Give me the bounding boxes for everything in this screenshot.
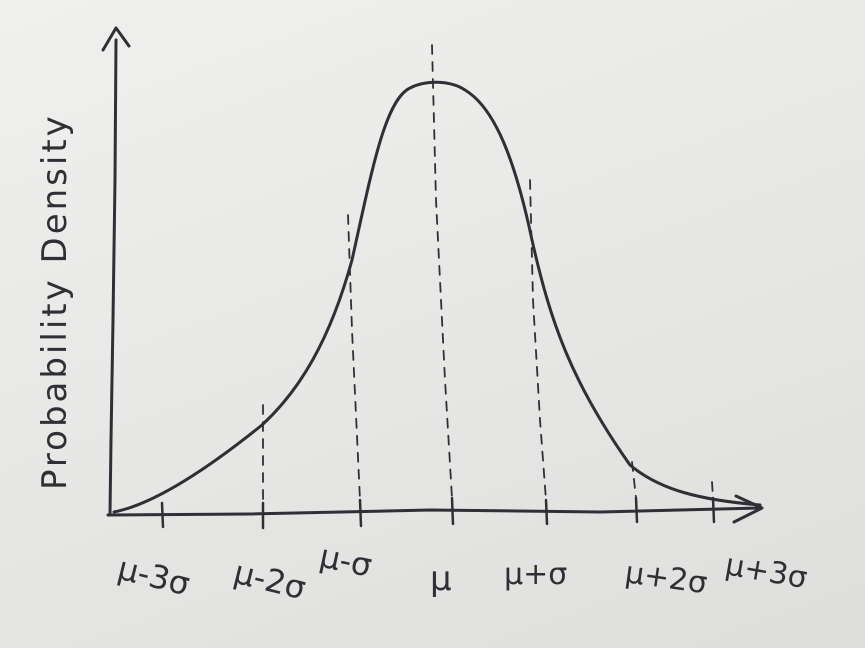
tick-mark (450, 496, 455, 526)
y-axis-line (108, 38, 118, 516)
tick-label-mu-plus-sigma: μ+σ (504, 557, 567, 592)
tick-mark (711, 496, 716, 524)
x-axis-line (106, 506, 762, 517)
tick-label-mu-plus-3sigma: μ+3σ (723, 547, 810, 596)
dashed-guide-line (711, 481, 714, 499)
y-axis-arrowhead (101, 26, 131, 52)
dashed-guide-line (431, 44, 453, 499)
tick-mark (358, 498, 363, 528)
tick-label-mu-minus-sigma: μ-σ (316, 537, 375, 585)
dashed-guide-line (347, 214, 361, 501)
x-axis-arrowhead (732, 494, 764, 524)
dashed-guide-line (529, 179, 547, 501)
dashed-guide-line (631, 461, 637, 499)
tick-mark (544, 498, 549, 526)
bell-curve (112, 80, 762, 514)
tick-label-mu: μ (430, 559, 452, 599)
tick-label-mu-plus-2sigma: μ+2σ (623, 555, 709, 601)
tick-mark (634, 496, 639, 524)
y-axis-label: Probability Density (35, 113, 75, 490)
tick-label-mu-minus-3sigma: μ-3σ (114, 549, 194, 603)
tick-label-mu-minus-2sigma: μ-2σ (230, 553, 310, 607)
tick-mark (160, 501, 165, 529)
